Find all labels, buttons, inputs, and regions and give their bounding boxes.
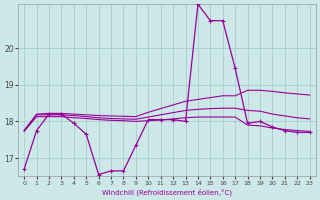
- X-axis label: Windchill (Refroidissement éolien,°C): Windchill (Refroidissement éolien,°C): [102, 188, 232, 196]
